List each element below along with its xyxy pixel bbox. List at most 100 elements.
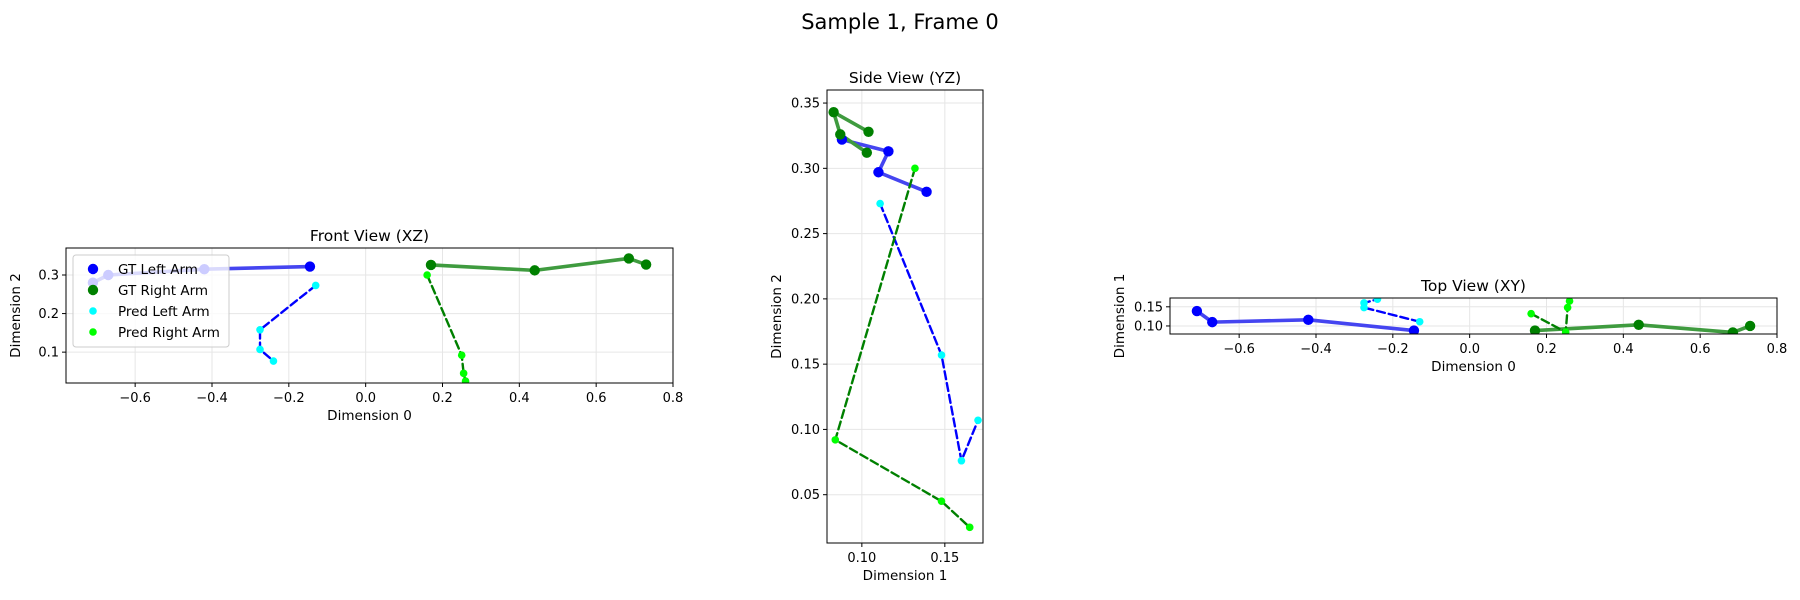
top-view-pred-right-point: [1561, 328, 1570, 334]
side-view-gt-right-point: [835, 129, 846, 140]
front-view-pred-right-point: [457, 351, 466, 360]
side-view-xlabel: Dimension 1: [863, 568, 948, 584]
top-view-xtick-label: 0.4: [1613, 342, 1634, 357]
top-view-title: Top View (XY): [1420, 277, 1526, 295]
front-view-xtick-label: 0.4: [509, 391, 530, 406]
side-view-pred-right-point: [911, 164, 919, 173]
top-view-gt-right-point: [1727, 327, 1739, 334]
legend-label-pred-right: Pred Right Arm: [118, 325, 220, 341]
top-view-gt-left-point: [1303, 314, 1314, 326]
legend-entry-gt-right: GT Right Arm: [87, 283, 208, 299]
top-view-xtick-label: 0.0: [1459, 342, 1480, 357]
front-view-xtick-label: −0.4: [196, 391, 228, 406]
top-view-frame: [1169, 297, 1778, 335]
side-view-ytick-label: 0.30: [791, 162, 820, 177]
front-view-ytick-label: 0.2: [38, 307, 59, 322]
front-view-xtick-label: 0.0: [355, 391, 376, 406]
top-view-gt-left-point: [1191, 305, 1203, 317]
side-view-ytick-label: 0.35: [791, 97, 820, 112]
side-view-xtick-label: 0.10: [847, 551, 876, 566]
side-view-frame: [826, 89, 984, 544]
top-view-ytick-label: 0.15: [1134, 300, 1163, 315]
top-view-pred-right-point: [1563, 303, 1572, 312]
top-view-ytick-label: 0.10: [1134, 319, 1163, 334]
front-view-xtick-label: −0.2: [273, 391, 305, 406]
top-view-xtick-label: 0.6: [1690, 342, 1711, 357]
front-view-gt-right-point: [529, 265, 540, 276]
legend-frame: [72, 254, 230, 348]
top-view-pred-left-point: [1415, 317, 1424, 326]
side-view-pred-right-point: [937, 497, 946, 506]
top-view-gt-right-point: [1529, 325, 1541, 334]
side-view-panel: 0.10 0.15 0.05 0.10 0.15 0.20 0.25 0.30 0.35 Side…: [769, 69, 984, 584]
top-view-gt-right-point: [1744, 320, 1756, 332]
top-view-gt-left-line: [1195, 309, 1416, 333]
side-view-gt-left-line: [840, 137, 929, 194]
side-view-gt-right-point: [863, 126, 874, 137]
top-view-xtick-label: 0.8: [1767, 342, 1788, 357]
side-view-gt-left-point: [921, 186, 932, 198]
front-view-xtick-label: 0.8: [663, 391, 684, 406]
top-view-pred-left-point: [1360, 299, 1368, 307]
side-view-ytick-label: 0.10: [791, 423, 820, 438]
legend-label-gt-right: GT Right Arm: [118, 283, 208, 299]
top-view-xtick-label: −0.6: [1223, 342, 1255, 357]
front-view-ylabel: Dimension 2: [8, 273, 24, 358]
front-view-gt-right-point: [623, 253, 635, 264]
side-view-pred-left-point: [937, 351, 946, 359]
front-view-gt-left-point: [304, 261, 316, 272]
side-view-ytick-label: 0.20: [791, 292, 820, 307]
side-view-pred-left-point: [876, 199, 884, 208]
side-view-title: Side View (YZ): [849, 69, 961, 87]
front-view-gt-right-point: [640, 259, 652, 270]
front-view-gt-right-line: [429, 256, 648, 273]
front-view-xtick-label: 0.6: [586, 391, 607, 406]
front-view-xlabel: Dimension 0: [327, 408, 412, 424]
side-view-ytick-label: 0.25: [791, 227, 820, 242]
side-view-series: [828, 106, 982, 532]
side-view-plot-area: [827, 90, 983, 543]
front-view-pred-left-point: [311, 281, 320, 290]
side-view-pred-right-point: [831, 436, 840, 444]
top-view-gt-right-line: [1533, 323, 1752, 334]
legend-entry-pred-left: Pred Left Arm: [89, 304, 210, 320]
top-view-gt-left-point: [1207, 316, 1218, 328]
top-view-gt-left-point: [1408, 325, 1420, 334]
top-view-ylabel: Dimension 1: [1112, 274, 1128, 359]
front-view-pred-right-point: [423, 271, 431, 279]
top-view-panel: −0.6 −0.4 −0.2 0.0 0.2 0.4 0.6 0.8 0.10 0.15 Top V…: [1112, 274, 1787, 375]
front-view-gt-right-point: [425, 259, 437, 271]
side-view-ytick-label: 0.15: [791, 358, 820, 373]
top-view-series: [1191, 298, 1756, 334]
side-view-pred-left-point: [974, 416, 982, 425]
side-view-pred-right-line: [834, 167, 971, 529]
figure-title: Sample 1, Frame 0: [801, 10, 999, 34]
front-view-ytick-label: 0.3: [38, 269, 59, 284]
legend-label-gt-left: GT Left Arm: [118, 262, 198, 278]
front-view-pred-right-line: [425, 273, 467, 383]
side-view-gt-right-point: [861, 147, 873, 158]
front-view-xtick-label: 0.2: [432, 391, 453, 406]
top-view-xtick-label: 0.2: [1536, 342, 1557, 357]
side-view-gt-right-point: [828, 106, 839, 118]
front-view-title: Front View (XZ): [310, 227, 429, 245]
legend-marker-pred-right: [89, 328, 97, 336]
legend: GT Left Arm GT Right Arm Pred Left Arm P…: [72, 254, 230, 348]
legend-entry-gt-left: GT Left Arm: [87, 262, 198, 278]
side-view-pred-right-point: [965, 523, 974, 532]
top-view-xtick-label: −0.2: [1377, 342, 1409, 357]
top-view-xtick-label: −0.4: [1300, 342, 1332, 357]
top-view-pred-left-point: [1373, 298, 1382, 303]
front-view-frame: [65, 247, 674, 384]
legend-marker-gt-left: [87, 263, 99, 275]
legend-marker-pred-left: [89, 307, 97, 315]
front-view-pred-left-point: [256, 345, 264, 354]
front-view-xtick-label: −0.6: [119, 391, 151, 406]
front-view-pred-right-point: [461, 377, 470, 383]
side-view-ytick-label: 0.05: [791, 488, 820, 503]
front-view-ytick-label: 0.1: [38, 346, 59, 361]
side-view-ylabel: Dimension 2: [769, 274, 785, 359]
front-view-pred-left-point: [269, 357, 278, 365]
front-view-pred-left-point: [256, 325, 264, 334]
